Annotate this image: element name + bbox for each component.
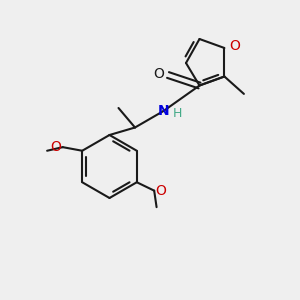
Text: O: O — [50, 140, 61, 154]
Text: O: O — [156, 184, 167, 198]
Text: H: H — [173, 107, 182, 120]
Text: O: O — [154, 67, 164, 80]
Text: O: O — [229, 40, 240, 53]
Text: N: N — [158, 104, 169, 118]
